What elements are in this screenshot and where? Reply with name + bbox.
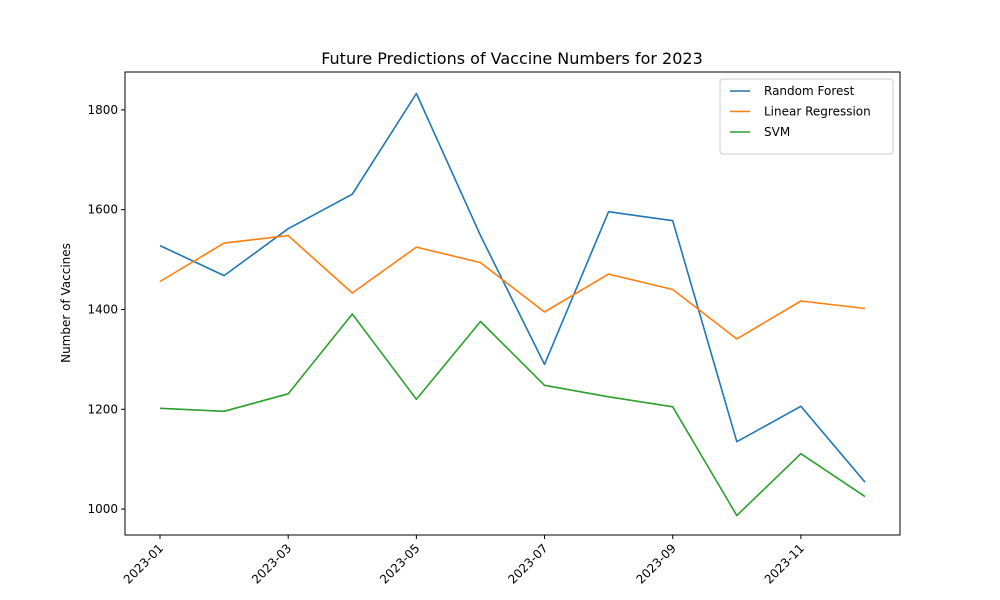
x-tick-label: 2023-11	[762, 541, 807, 586]
y-tick-label: 1800	[87, 103, 118, 117]
plot-frame	[124, 71, 901, 536]
y-tick-label: 1600	[87, 203, 118, 217]
legend: Random Forest Linear Regression SVM	[719, 78, 894, 155]
legend-label: Linear Regression	[764, 105, 871, 119]
y-axis-label: Number of Vaccines	[59, 243, 73, 363]
y-tick-label: 1400	[87, 302, 118, 316]
legend-label: SVM	[764, 125, 790, 139]
x-tick-label: 2023-09	[633, 541, 678, 586]
series-line-linear-regression	[159, 234, 866, 340]
x-tick-label: 2023-07	[505, 541, 550, 586]
x-tick-label: 2023-01	[121, 541, 166, 586]
x-tick-label: 2023-05	[377, 541, 422, 586]
x-tick-label: 2023-03	[249, 541, 294, 586]
plot-area	[159, 92, 866, 517]
legend-box	[719, 78, 894, 155]
series-line-svm	[159, 313, 866, 517]
legend-label: Random Forest	[764, 84, 855, 98]
y-tick-label: 1200	[87, 402, 118, 416]
y-tick-label: 1000	[87, 502, 118, 516]
chart-title: Future Predictions of Vaccine Numbers fo…	[321, 49, 703, 68]
